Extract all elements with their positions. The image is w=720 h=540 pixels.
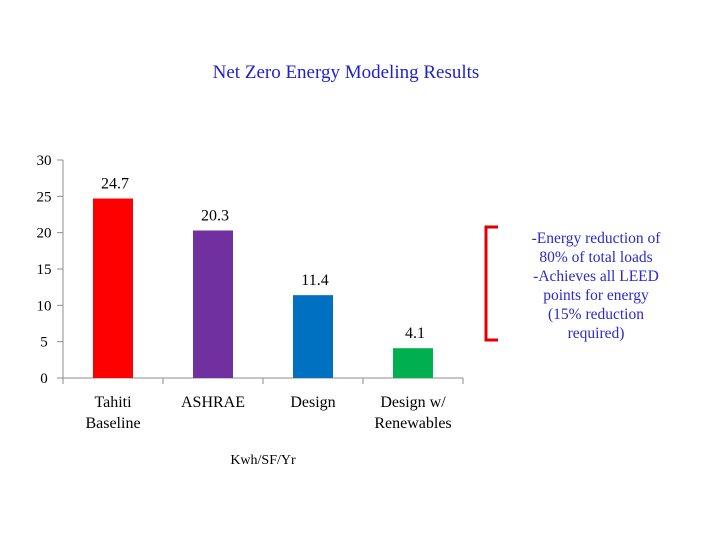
y-tick-label: 25 (37, 189, 52, 205)
bar (93, 198, 133, 378)
annotation-line: 80% of total loads (539, 249, 653, 266)
category-label: Design (290, 394, 335, 411)
y-tick-label: 10 (37, 298, 52, 314)
category-label: Design w/ (380, 394, 446, 411)
annotation-text: -Energy reduction of 80% of total loads … (506, 229, 686, 343)
y-tick-label: 30 (37, 153, 52, 169)
data-label: 11.4 (301, 272, 328, 289)
annotation-line: (15% reduction (548, 306, 644, 323)
y-tick-label: 0 (40, 371, 48, 387)
chart-title: Net Zero Energy Modeling Results (212, 62, 480, 83)
x-axis-label: Kwh/SF/Yr (230, 453, 296, 468)
category-label: Baseline (85, 415, 140, 432)
chart-labels: 24.7 Tahiti Baseline 20.3 ASHRAE 11.4 Design 4.… (85, 176, 451, 468)
annotation-line: required) (567, 325, 625, 342)
y-tick-label: 15 (37, 262, 52, 278)
annotation-bracket (484, 225, 498, 342)
annotation-line: -Achieves all LEED (533, 268, 659, 285)
bar (293, 295, 333, 378)
annotation-line: points for energy (543, 287, 649, 304)
y-tick-label: 5 (40, 335, 48, 351)
data-label: 4.1 (405, 325, 425, 342)
data-label: 20.3 (201, 207, 229, 224)
category-label: Renewables (374, 415, 451, 432)
category-label: Tahiti (94, 394, 132, 411)
bar (193, 230, 233, 378)
category-label: ASHRAE (181, 394, 245, 411)
chart-axes: 0 5 10 15 20 25 30 (37, 153, 464, 387)
annotation-line: -Energy reduction of (531, 230, 661, 247)
y-tick-label: 20 (37, 226, 52, 242)
data-label: 24.7 (101, 176, 129, 193)
bar (393, 348, 433, 378)
chart-bars (93, 198, 433, 378)
